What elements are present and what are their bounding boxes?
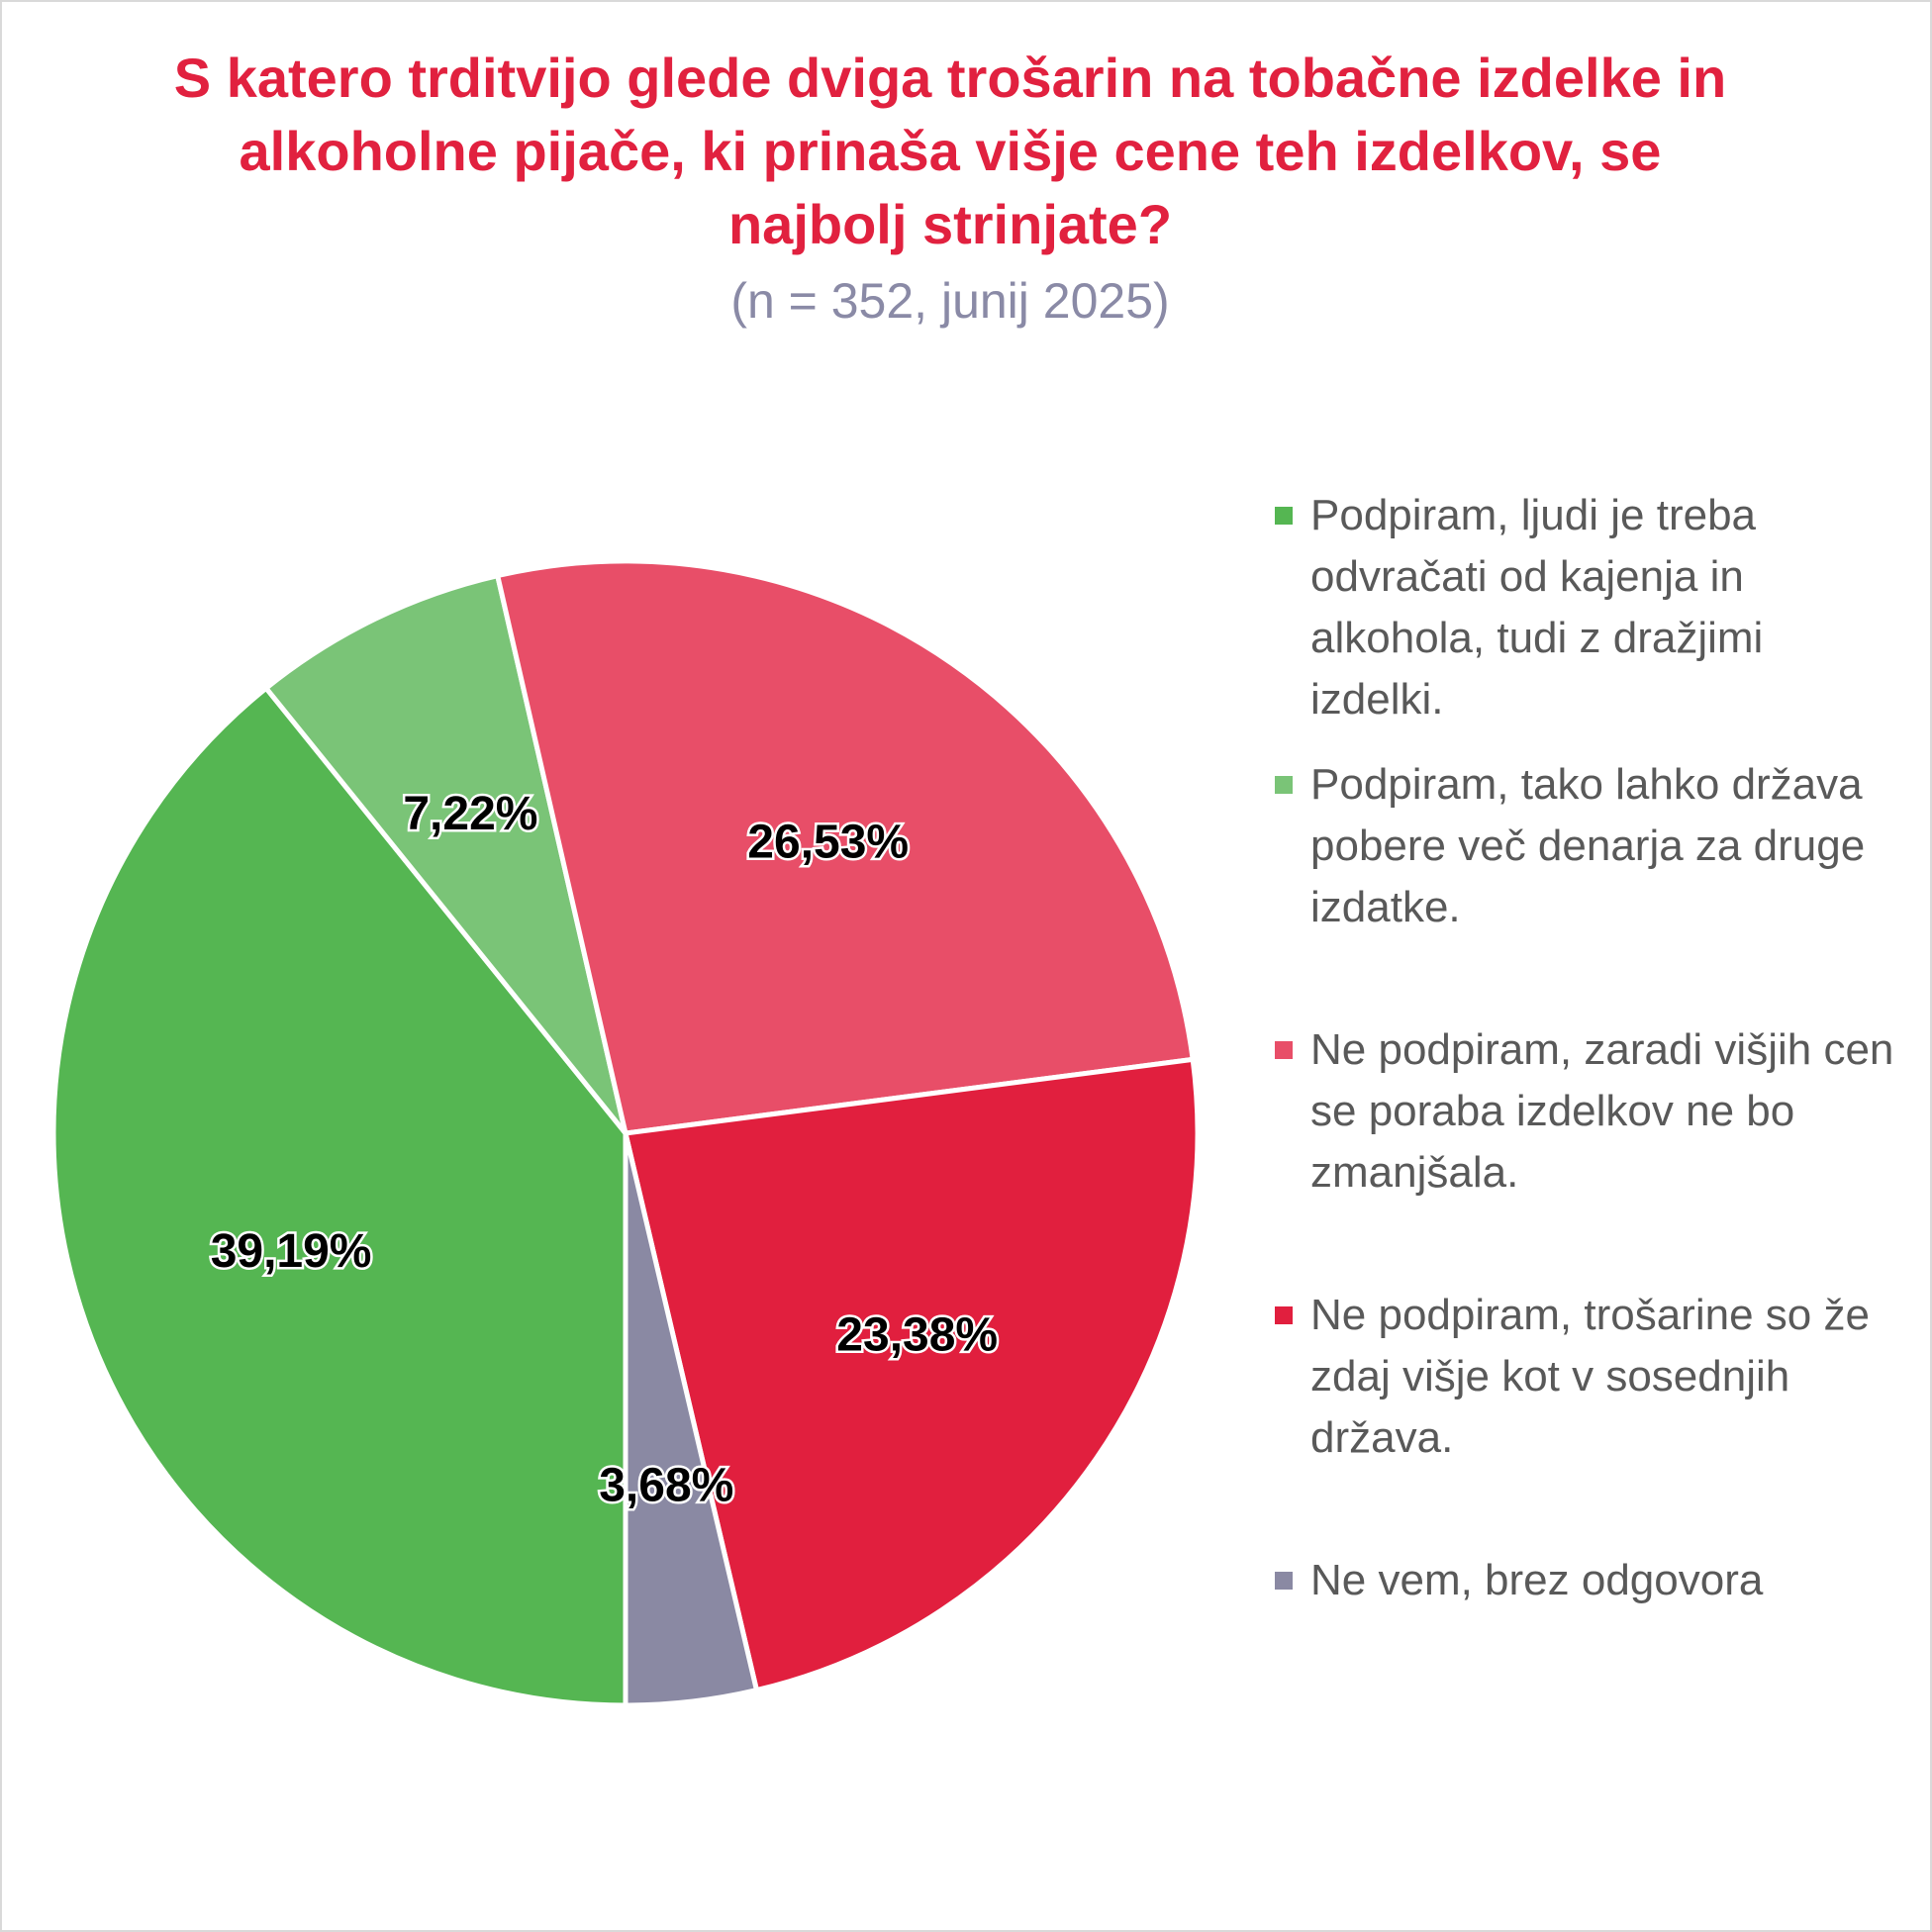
legend-label: Podpiram, ljudi je treba odvračati od ka… <box>1310 491 1764 724</box>
chart-subtitle: (n = 352, junij 2025) <box>730 273 1170 329</box>
pie-labels: 39,19% 7,22% 26,53% 23,38% 3,68% <box>208 786 1000 1514</box>
pie-slice <box>263 573 628 1136</box>
legend-swatch <box>1275 1572 1293 1590</box>
chart-title: S katero trditvijo glede dviga trošarin … <box>173 47 1727 255</box>
legend-swatch <box>1275 1041 1293 1059</box>
legend-label: Podpiram, tako lahko država pobere več d… <box>1310 760 1866 931</box>
legend-label: Ne podpiram, zaradi višjih cen se poraba… <box>1310 1025 1894 1197</box>
slice-data-label: 3,68% <box>599 1460 733 1512</box>
legend-swatch <box>1275 1306 1293 1324</box>
pie-slice <box>623 1056 1201 1693</box>
slice-data-label: 39,19% <box>211 1225 372 1278</box>
slice-data-label: 26,53% <box>747 816 909 868</box>
pie-slices <box>50 558 1201 1708</box>
legend-swatch <box>1275 507 1293 525</box>
pie-slice <box>623 1130 759 1708</box>
pie-slice <box>495 558 1196 1136</box>
legend-label: Ne vem, brez odgovora <box>1310 1556 1764 1604</box>
slice-data-label: 23,38% <box>836 1308 998 1361</box>
pie-slice <box>50 685 628 1708</box>
slice-data-label: 7,22% <box>403 788 537 840</box>
legend-label: Ne podpiram, trošarine so že zdaj višje … <box>1310 1291 1870 1462</box>
legend-swatch <box>1275 776 1293 794</box>
